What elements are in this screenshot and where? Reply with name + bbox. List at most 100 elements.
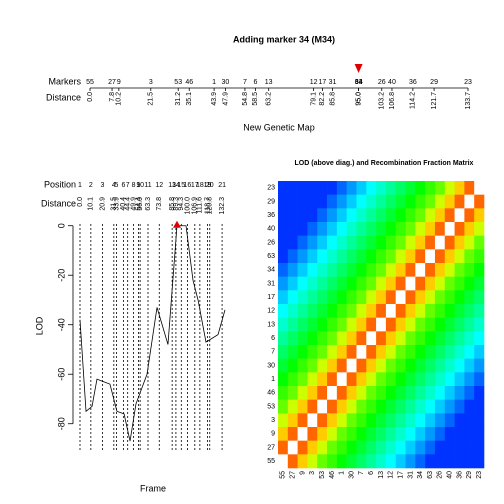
heat-cell [327, 276, 338, 291]
heat-cell [454, 317, 465, 332]
heat-cell [376, 249, 387, 264]
heat-cell [385, 276, 397, 291]
position-label: Position [44, 179, 76, 189]
heat-cell [444, 413, 455, 428]
heat-cell [317, 208, 328, 223]
marker-label: 1 [212, 79, 216, 86]
heat-cell [287, 249, 298, 264]
heat-cell [336, 276, 347, 291]
heat-cell [454, 249, 465, 264]
col-label: 34 [417, 471, 424, 479]
heat-cell [415, 317, 426, 332]
heat-cell [415, 454, 426, 469]
heat-cell [425, 331, 436, 346]
heat-cell [395, 235, 406, 250]
map-xlabel: New Genetic Map [243, 122, 315, 132]
heat-cell [376, 263, 387, 277]
heat-cell [336, 290, 347, 305]
marker-label: 36 [409, 79, 417, 86]
col-label: 63 [427, 471, 434, 479]
heat-cell [474, 317, 485, 332]
heat-cell [454, 440, 465, 455]
heat-cell [376, 440, 387, 455]
heat-cell [327, 358, 338, 373]
col-label: 23 [476, 471, 483, 479]
heat-cell [297, 235, 308, 250]
position-distance-label: 63.3 [145, 197, 152, 211]
row-label: 6 [271, 335, 275, 342]
heat-cell [385, 222, 397, 236]
heat-cell [287, 208, 298, 223]
lod-ylabel: LOD [34, 316, 44, 335]
heat-cell [415, 235, 426, 250]
marker-label: 29 [430, 79, 438, 86]
heat-cell [336, 181, 347, 195]
heat-cell [474, 222, 485, 236]
heat-cell [366, 331, 377, 346]
distance-tick-label: 35.1 [186, 92, 193, 106]
heat-cell [434, 331, 446, 346]
heat-cell [405, 440, 416, 455]
heat-cell [366, 263, 377, 277]
heat-cell [434, 181, 446, 195]
position-label: 10 [136, 182, 144, 189]
position-label: 18 [196, 182, 204, 189]
heat-cell [434, 358, 446, 373]
heat-cell [405, 194, 416, 209]
heat-cell [356, 454, 367, 469]
heat-cell [474, 440, 485, 455]
heat-cell [405, 249, 416, 264]
heat-cell [278, 276, 289, 291]
position-label: 8 [132, 182, 136, 189]
marker-label: 30 [222, 79, 230, 86]
position-distance-label: 56.0 [137, 197, 144, 211]
heat-cell [415, 208, 426, 223]
heat-cell [317, 181, 328, 195]
heat-cell [415, 263, 426, 277]
position-label: 21 [218, 182, 226, 189]
row-label: 27 [267, 444, 275, 451]
distance-tick-label: 103.2 [379, 92, 386, 110]
heat-cell [327, 235, 338, 250]
heat-cell [366, 454, 377, 469]
row-label: 17 [267, 294, 275, 301]
heat-cell [464, 399, 475, 414]
heat-cell [297, 427, 308, 441]
heat-cell [307, 358, 318, 373]
heat-cell [278, 345, 289, 359]
heat-cell [454, 263, 465, 277]
heat-cell [434, 427, 446, 441]
heat-cell [464, 454, 475, 469]
heat-cell [317, 386, 328, 400]
col-label: 17 [397, 471, 404, 479]
heat-cell [278, 454, 289, 469]
position-distance-label: 73.8 [156, 197, 163, 211]
heat-cell [385, 235, 397, 250]
heat-cell [297, 222, 308, 236]
heat-cell [376, 208, 387, 223]
heat-cell [425, 208, 436, 223]
position-distance-label: 31.5 [111, 197, 118, 211]
heat-cell [425, 440, 436, 455]
heat-cell [444, 290, 455, 305]
heat-cell [376, 194, 387, 209]
heat-cell [336, 331, 347, 346]
heat-cell [307, 208, 318, 223]
heat-cell [385, 317, 397, 332]
position-distance-label: 106.9 [192, 197, 199, 215]
heat-cell [346, 194, 357, 209]
heat-cell [376, 235, 387, 250]
heat-cell [425, 304, 436, 318]
heat-cell [297, 358, 308, 373]
heat-cell [297, 413, 308, 428]
y-tick-label: -20 [56, 269, 66, 282]
heat-cell [395, 331, 406, 346]
heat-cell [395, 358, 406, 373]
heat-cell [395, 454, 406, 469]
heat-cell [336, 249, 347, 264]
heat-cell [425, 358, 436, 373]
heat-cell [336, 413, 347, 428]
heat-cell [356, 235, 367, 250]
heat-cell [317, 454, 328, 469]
heat-cell [317, 235, 328, 250]
